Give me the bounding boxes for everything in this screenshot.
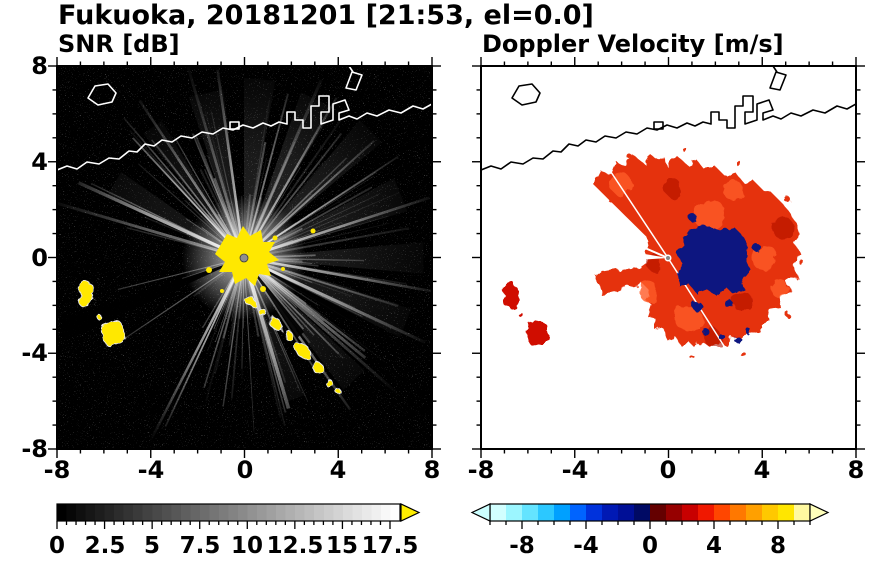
doppler-colorbar-bar bbox=[489, 503, 811, 522]
velocity-speck-echoes bbox=[606, 148, 806, 360]
doppler-colorbar-under-arrow bbox=[470, 503, 491, 522]
doppler-colorbar bbox=[470, 503, 830, 529]
x-tick-label: 0 bbox=[659, 456, 677, 484]
snr-axis-ticks bbox=[48, 57, 441, 458]
x-tick-label: 4 bbox=[329, 456, 347, 484]
figure-title: Fukuoka, 20181201 [21:53, el=0.0] bbox=[58, 0, 594, 31]
velocity-echo-negative bbox=[677, 214, 761, 343]
snr-colorbar-bar bbox=[56, 503, 401, 522]
cb-tick-label: 10 bbox=[230, 533, 263, 559]
snr-panel-title: SNR [dB] bbox=[58, 30, 180, 58]
x-tick-label: 0 bbox=[236, 456, 254, 484]
velocity-dark-red-patches bbox=[645, 179, 794, 347]
cb-tick-label: 8 bbox=[769, 533, 786, 559]
x-tick-label: 8 bbox=[423, 456, 441, 484]
island-chain-echoes bbox=[245, 297, 342, 395]
cb-tick-label: -4 bbox=[573, 533, 599, 559]
cb-tick-label: -8 bbox=[509, 533, 535, 559]
doppler-axis-ticks bbox=[472, 57, 865, 458]
x-tick-label: -8 bbox=[43, 456, 71, 484]
y-tick-label: 8 bbox=[31, 52, 48, 80]
doppler-panel-title: Doppler Velocity [m/s] bbox=[482, 30, 784, 58]
y-tick-label: 4 bbox=[31, 148, 48, 176]
snr-colorbar-over-arrow bbox=[400, 503, 421, 522]
x-tick-label: 8 bbox=[847, 456, 865, 484]
x-tick-label: -4 bbox=[137, 456, 165, 484]
velocity-orange-patches bbox=[610, 173, 788, 332]
island-echoes-snr bbox=[78, 281, 342, 395]
snr-plot bbox=[48, 57, 441, 458]
y-tick-label: -4 bbox=[21, 339, 48, 367]
radar-site-dot-doppler bbox=[666, 256, 670, 260]
cb-tick-label: 17.5 bbox=[361, 533, 419, 559]
x-tick-label: 4 bbox=[753, 456, 771, 484]
y-tick-label: 0 bbox=[31, 244, 48, 272]
cb-tick-label: 2.5 bbox=[84, 533, 126, 559]
cb-tick-label: 0 bbox=[48, 533, 65, 559]
cb-tick-label: 7.5 bbox=[179, 533, 221, 559]
y-tick-label: -8 bbox=[21, 435, 48, 463]
snr-colorbar bbox=[56, 503, 421, 529]
x-tick-label: -8 bbox=[467, 456, 495, 484]
doppler-plot bbox=[472, 57, 865, 458]
cb-tick-label: 5 bbox=[143, 533, 160, 559]
cb-tick-label: 15 bbox=[325, 533, 358, 559]
doppler-colorbar-ticks bbox=[489, 521, 811, 529]
cb-tick-label: 4 bbox=[705, 533, 722, 559]
cb-tick-label: 0 bbox=[641, 533, 658, 559]
blocked-sector-wedges bbox=[62, 258, 355, 342]
x-tick-label: -4 bbox=[561, 456, 589, 484]
snr-colorbar-ticks bbox=[56, 521, 391, 529]
cb-tick-label: 12.5 bbox=[266, 533, 324, 559]
doppler-colorbar-over-arrow bbox=[809, 503, 830, 522]
radar-site-dot bbox=[239, 253, 249, 263]
